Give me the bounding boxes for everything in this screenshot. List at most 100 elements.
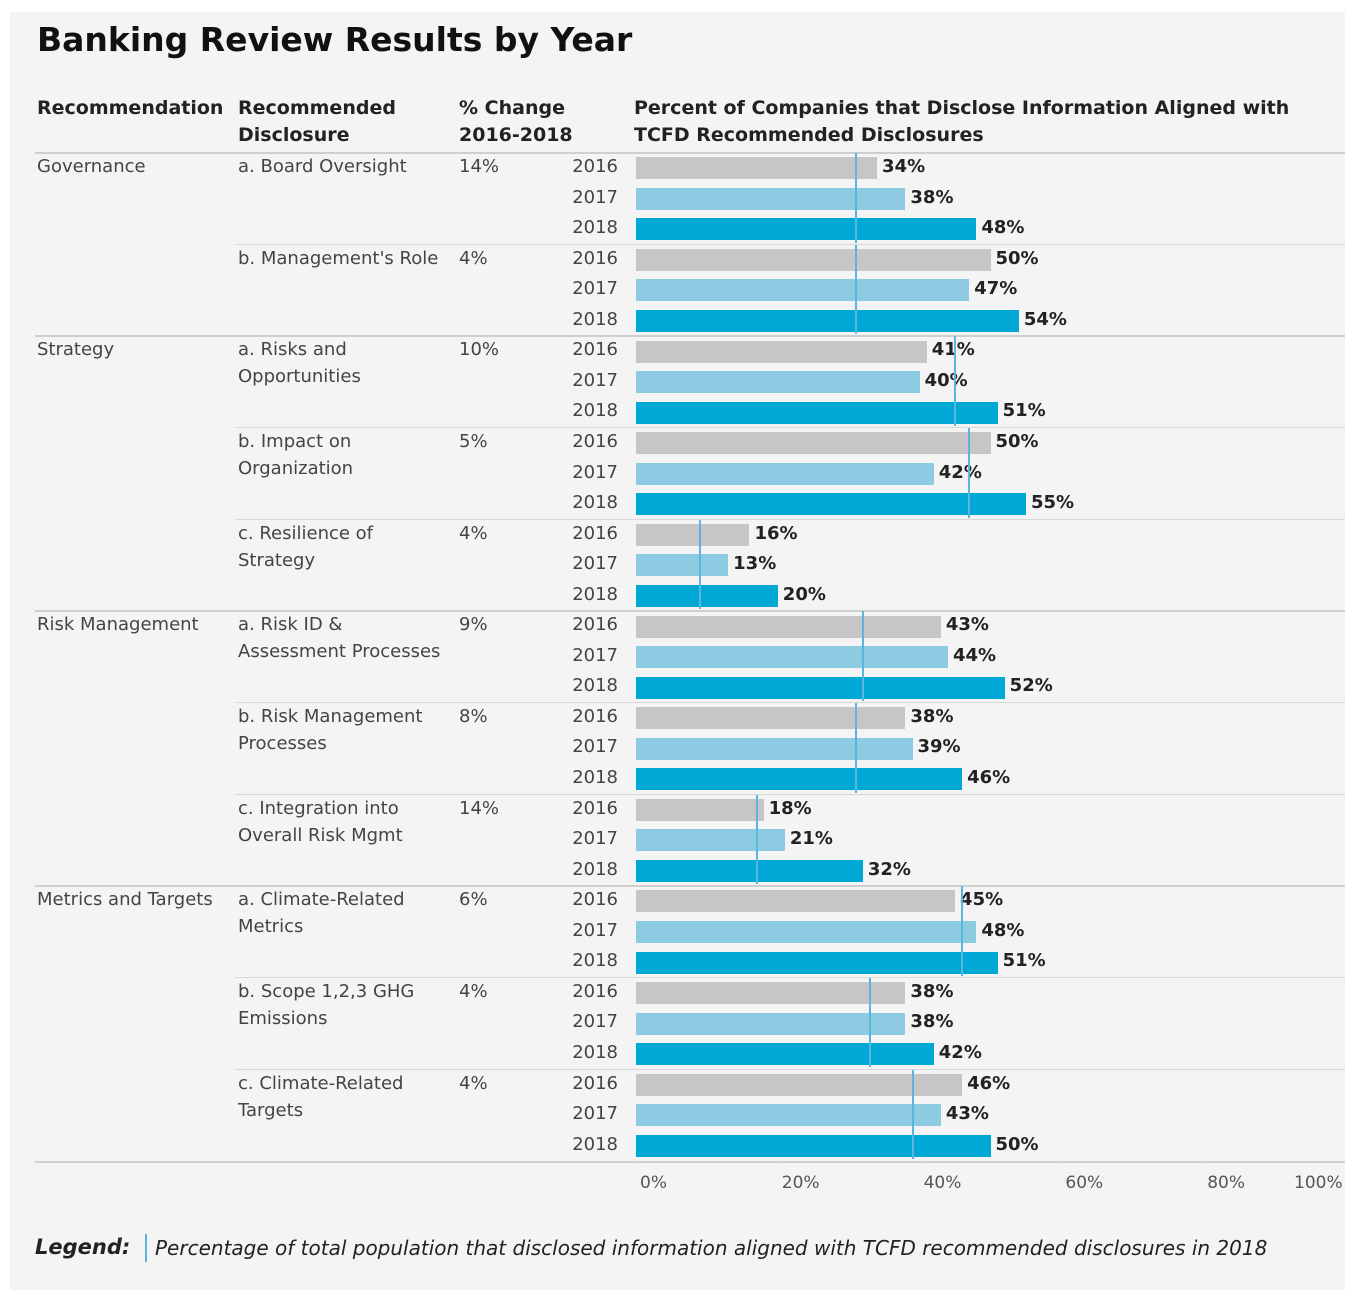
bar — [636, 523, 750, 546]
recommendation: Governance — [37, 156, 146, 177]
value-label: 46% — [967, 767, 1011, 788]
reference-line — [961, 886, 964, 976]
year-label: 2016 — [572, 1072, 618, 1094]
year-label: 2018 — [572, 675, 618, 697]
change: 14% — [459, 797, 500, 819]
year-label: 2017 — [572, 461, 618, 483]
bar — [636, 279, 970, 302]
column-header: Recommended Disclosure — [238, 97, 396, 146]
column-header: % Change 2016-2018 — [459, 97, 573, 146]
value-label: 18% — [768, 797, 812, 819]
x-tick-label: 40% — [923, 1173, 962, 1194]
legend-swatch — [145, 1234, 147, 1262]
x-tick-label: 80% — [1207, 1173, 1245, 1194]
value-label: 45% — [960, 889, 1004, 911]
reference-line — [698, 519, 701, 610]
reference-line — [854, 153, 857, 243]
bar — [636, 340, 927, 363]
change: 4% — [459, 1072, 488, 1094]
year-label: 2016 — [572, 247, 618, 269]
bar — [636, 248, 991, 271]
value-label: 32% — [867, 858, 911, 880]
year-label: 2017 — [572, 828, 618, 850]
change: 4% — [459, 247, 488, 269]
bar — [636, 707, 906, 730]
reference-line — [854, 244, 857, 335]
disclosure: a. Board Oversight — [238, 156, 407, 177]
change: 8% — [459, 705, 488, 727]
change: 4% — [459, 980, 488, 1002]
bar — [636, 401, 998, 424]
value-label: 20% — [782, 583, 826, 605]
disclosure-rule — [235, 426, 1345, 428]
value-label: 47% — [974, 278, 1018, 300]
year-label: 2016 — [572, 889, 618, 911]
year-label: 2018 — [572, 217, 618, 239]
reference-line — [861, 611, 864, 701]
disclosure-rule — [235, 976, 1345, 978]
group-rule — [35, 885, 1345, 888]
disclosure: b. Management's Role — [238, 247, 439, 269]
disclosure-rule — [235, 793, 1345, 795]
recommendation: Risk Management — [37, 614, 199, 636]
value-label: 13% — [733, 553, 777, 575]
value-label: 43% — [945, 614, 989, 636]
bar — [636, 676, 1005, 699]
bar — [636, 646, 948, 669]
reference-line — [854, 702, 857, 793]
disclosure-rule — [235, 1068, 1345, 1070]
value-label: 50% — [995, 1133, 1039, 1155]
value-label: 21% — [789, 828, 833, 850]
value-label: 46% — [967, 1072, 1011, 1094]
year-label: 2018 — [572, 950, 618, 972]
bar — [636, 432, 991, 455]
value-label: 39% — [917, 736, 961, 758]
year-label: 2017 — [572, 919, 618, 941]
value-label: 50% — [995, 247, 1039, 269]
bar — [636, 584, 778, 607]
year-label: 2016 — [572, 705, 618, 727]
bar — [636, 1073, 963, 1096]
reference-line — [868, 977, 871, 1068]
legend-text: Percentage of total population that disc… — [155, 1236, 1268, 1260]
change: 4% — [459, 522, 488, 544]
x-tick-label: 100% — [1294, 1173, 1343, 1194]
x-tick-label: 20% — [781, 1173, 820, 1194]
tick-mark — [777, 1161, 779, 1163]
bar — [636, 768, 963, 791]
value-label: 44% — [952, 644, 997, 666]
bar — [636, 1134, 991, 1157]
year-label: 2018 — [572, 1041, 618, 1063]
year-label: 2016 — [572, 522, 618, 544]
disclosure: c. Resilience of Strategy — [238, 522, 374, 571]
bar — [636, 798, 764, 821]
value-label: 55% — [1030, 492, 1075, 514]
value-label: 41% — [932, 339, 975, 360]
disclosure-rule — [235, 701, 1345, 703]
bar — [636, 187, 906, 210]
bar — [636, 982, 906, 1005]
year-label: 2018 — [572, 492, 618, 514]
column-header: Percent of Companies that Disclose Infor… — [634, 97, 1290, 146]
value-label: 38% — [910, 705, 954, 727]
value-label: 51% — [1002, 950, 1046, 972]
tick-mark — [1203, 1161, 1205, 1163]
change: 14% — [459, 156, 500, 177]
change: 10% — [459, 339, 500, 361]
disclosure: a. Risks and Opportunities — [238, 339, 361, 388]
reference-line — [968, 427, 971, 518]
bar — [636, 859, 863, 882]
bar — [636, 493, 1026, 516]
change: 9% — [459, 614, 488, 636]
group-rule — [35, 335, 1345, 338]
value-label: 38% — [910, 186, 954, 208]
bar — [636, 157, 878, 180]
year-label: 2017 — [572, 369, 618, 391]
year-label: 2016 — [572, 339, 618, 361]
reference-line — [954, 336, 957, 426]
value-label: 38% — [910, 980, 954, 1002]
bar — [636, 218, 977, 241]
change: 6% — [459, 889, 488, 911]
year-label: 2017 — [572, 736, 618, 758]
value-label: 51% — [1002, 400, 1046, 422]
